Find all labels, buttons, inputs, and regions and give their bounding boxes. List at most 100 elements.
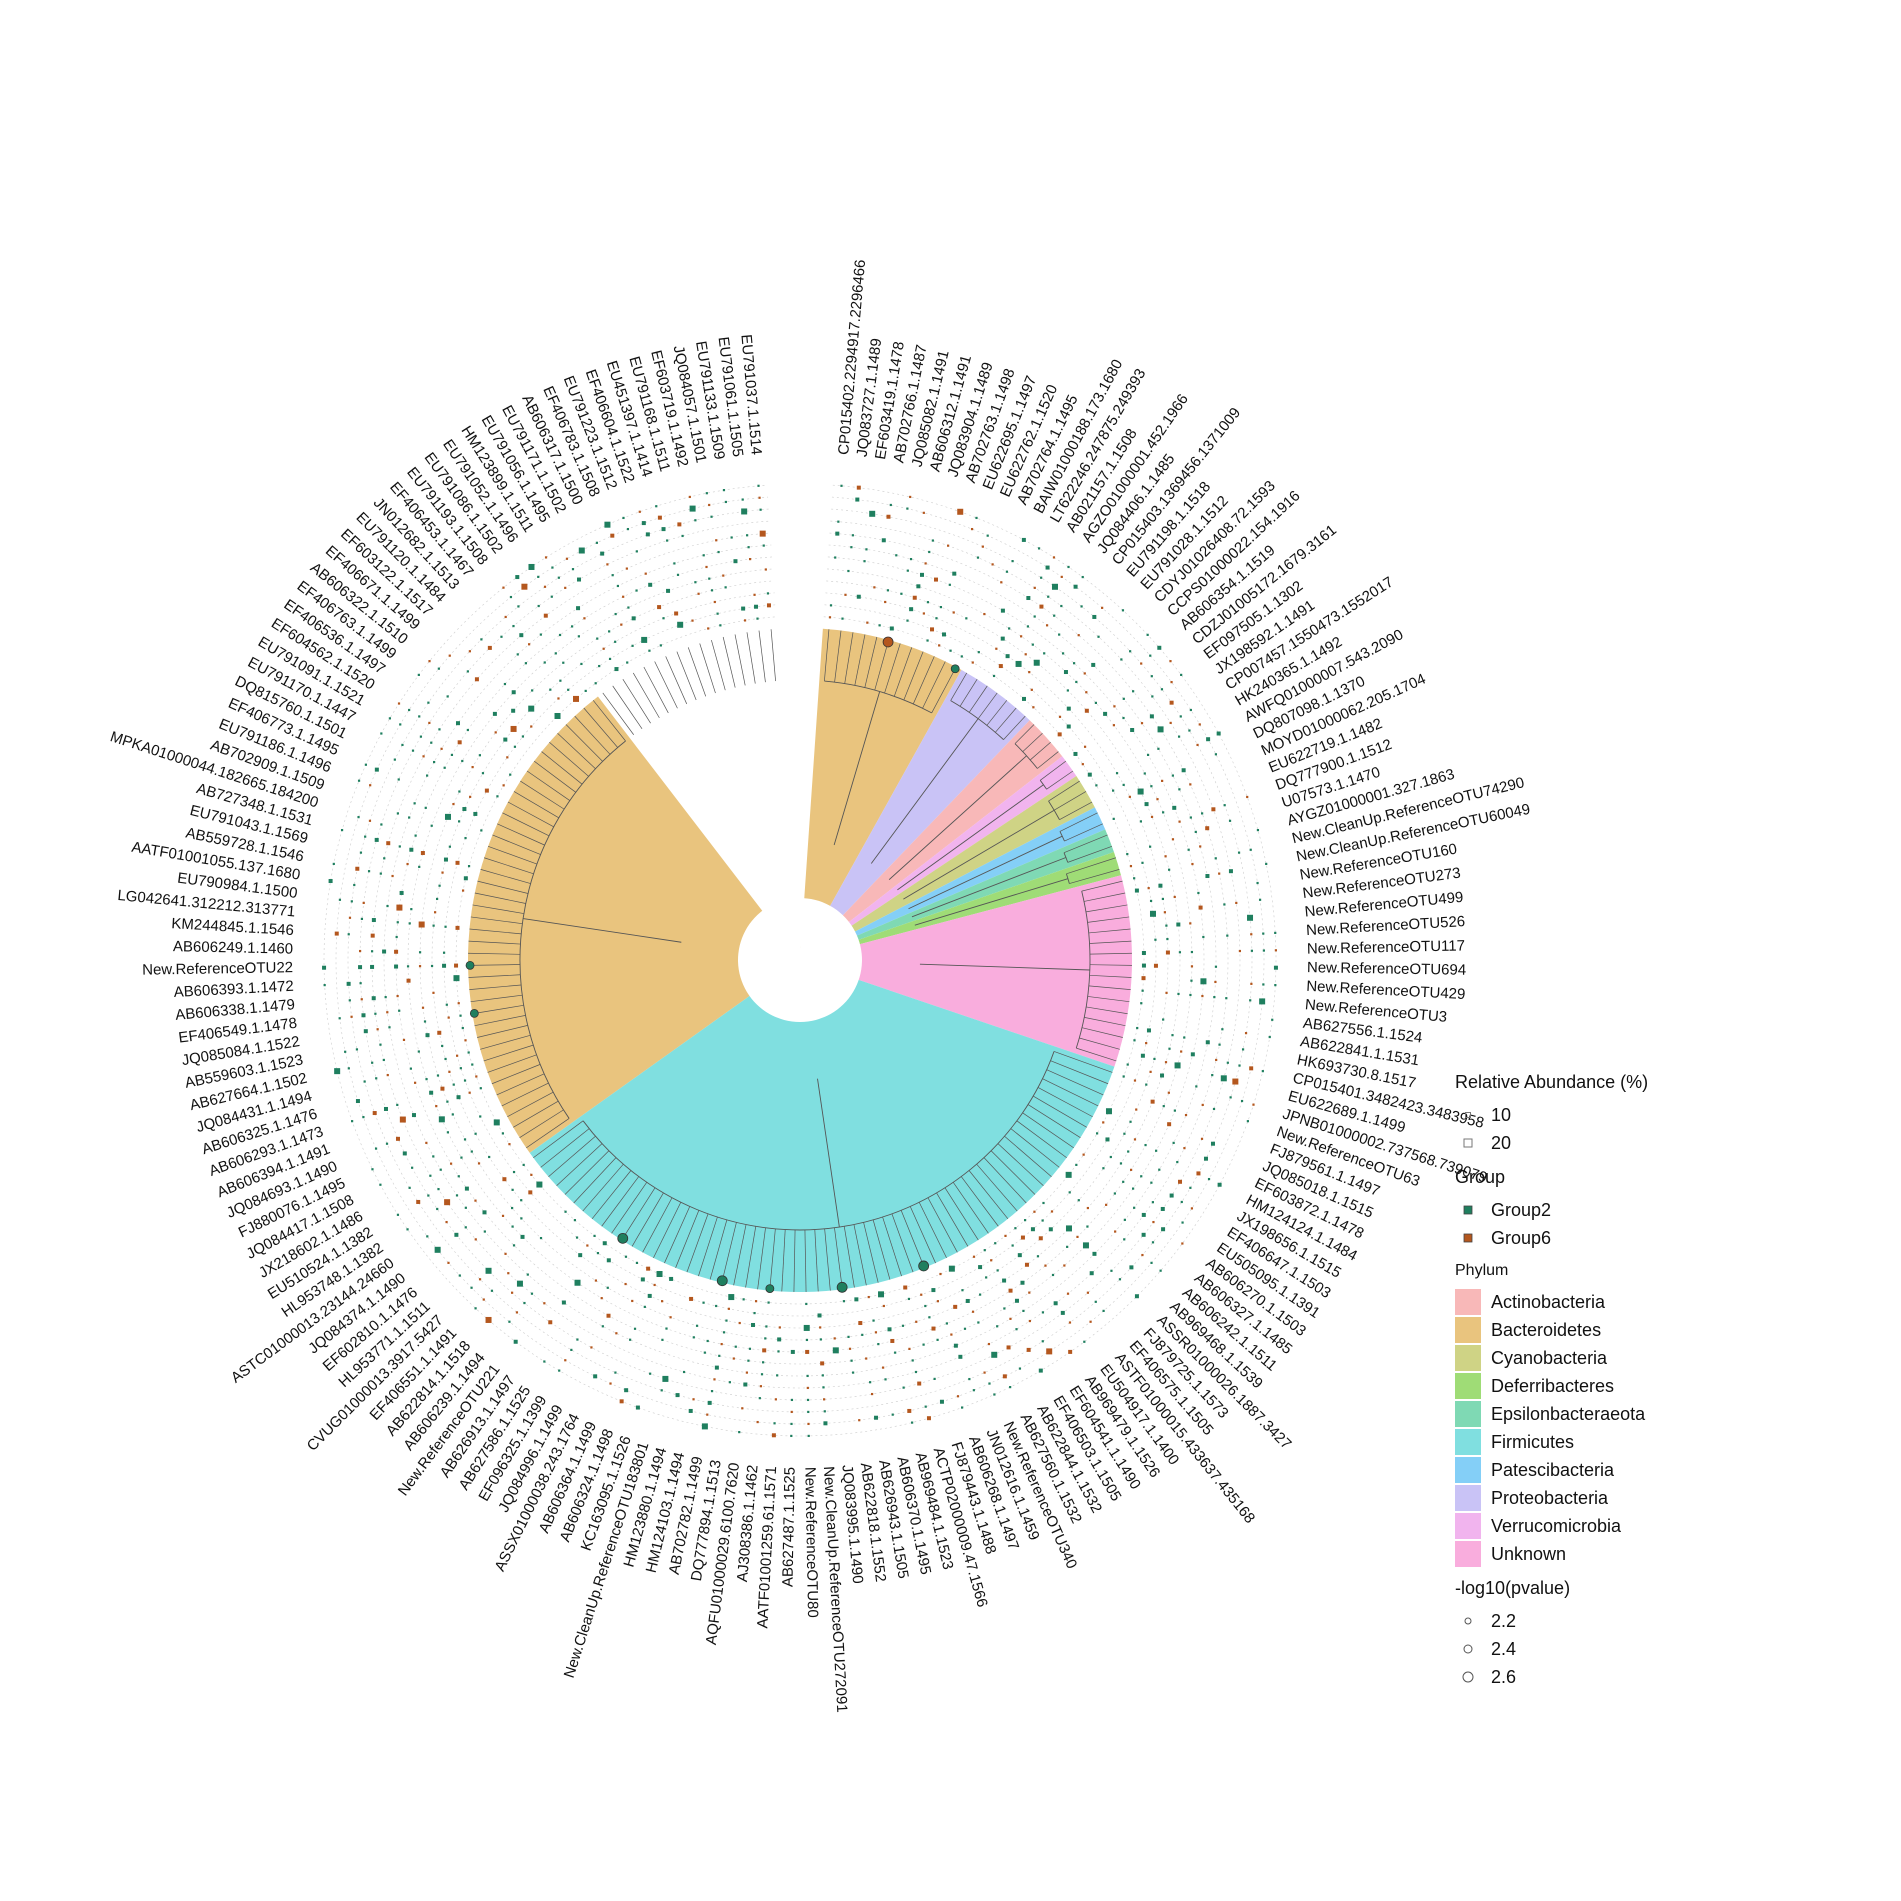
abundance-point xyxy=(1140,1002,1143,1005)
significant-nodes xyxy=(465,636,960,1294)
abundance-point xyxy=(360,917,364,921)
tip-branch xyxy=(1037,1087,1093,1118)
abundance-point xyxy=(444,925,447,928)
abundance-point xyxy=(1112,789,1115,792)
abundance-point xyxy=(506,756,509,759)
abundance-point xyxy=(1150,815,1154,818)
abundance-point xyxy=(474,1199,477,1202)
abundance-point xyxy=(571,568,575,571)
abundance-point xyxy=(965,1298,970,1303)
abundance-point xyxy=(1223,804,1226,807)
legend-phylum-item: Unknown xyxy=(1455,1540,1648,1568)
tip-branch xyxy=(502,812,550,837)
abundance-point xyxy=(641,521,646,526)
tip-branch xyxy=(519,1109,564,1139)
abundance-point xyxy=(823,1410,826,1413)
abundance-point xyxy=(442,951,446,954)
tip-branch xyxy=(675,1210,700,1268)
abundance-point xyxy=(759,530,766,537)
abundance-point xyxy=(1122,1075,1125,1078)
abundance-point xyxy=(1147,887,1150,890)
abundance-point xyxy=(1201,812,1204,815)
abundance-point xyxy=(1238,949,1242,953)
clade-sector xyxy=(809,776,1095,955)
abundance-point xyxy=(590,1346,593,1349)
abundance-point xyxy=(543,661,546,664)
abundance-point xyxy=(1149,1070,1152,1073)
tip-branch xyxy=(533,1120,584,1159)
abundance-point xyxy=(747,1359,750,1362)
abundance-point xyxy=(463,876,468,881)
abundance-point xyxy=(494,731,497,734)
abundance-point xyxy=(902,1386,905,1389)
abundance-ring-guides xyxy=(323,484,1277,1437)
tip-label: AB606249.1.1460 xyxy=(173,938,293,957)
abundance-point xyxy=(1165,924,1168,927)
abundance-point xyxy=(528,643,531,646)
abundance-point xyxy=(1159,1269,1162,1272)
tip-branch xyxy=(556,1143,603,1187)
abundance-point xyxy=(1024,653,1027,656)
tip-branch xyxy=(1046,770,1074,790)
abundance-point xyxy=(834,556,837,559)
abundance-point xyxy=(363,1080,366,1083)
abundance-point xyxy=(865,1357,868,1360)
abundance-point xyxy=(867,1295,870,1299)
abundance-point xyxy=(1140,1175,1143,1178)
tip-branch xyxy=(804,1229,807,1292)
tip-label: KM244845.1.1546 xyxy=(171,915,294,939)
abundance-point xyxy=(561,1300,566,1305)
abundance-point xyxy=(972,1389,975,1392)
tip-branch xyxy=(843,1226,855,1288)
tip-branch xyxy=(824,1228,831,1291)
abundance-point xyxy=(901,1324,905,1327)
abundance-point xyxy=(624,1255,628,1258)
abundance-point xyxy=(1214,857,1217,860)
abundance-point xyxy=(466,670,469,673)
abundance-point xyxy=(1015,660,1022,667)
abundance-point xyxy=(516,1280,523,1287)
abundance-point xyxy=(622,516,625,520)
abundance-point xyxy=(458,790,461,793)
abundance-point xyxy=(1250,982,1253,985)
abundance-point xyxy=(503,682,507,686)
abundance-point xyxy=(551,566,554,569)
legend-group-label: Group2 xyxy=(1491,1199,1552,1220)
abundance-point xyxy=(1235,901,1238,905)
abundance-point xyxy=(1141,861,1144,864)
abundance-point xyxy=(1160,688,1164,691)
legend-phylum-swatch xyxy=(1455,1429,1481,1455)
abundance-point xyxy=(1214,980,1217,984)
abundance-point xyxy=(1073,662,1076,665)
tip-branch xyxy=(565,724,603,762)
abundance-point xyxy=(1085,691,1088,694)
abundance-point xyxy=(513,1339,518,1344)
abundance-point xyxy=(931,1288,936,1293)
tip-branch xyxy=(1042,1078,1099,1107)
abundance-point xyxy=(446,695,449,698)
abundance-point xyxy=(842,1300,846,1303)
abundance-point xyxy=(355,1099,360,1104)
abundance-point xyxy=(1167,1091,1170,1094)
abundance-point xyxy=(1110,1269,1113,1272)
abundance-point xyxy=(1213,996,1216,999)
tip-branch xyxy=(1053,791,1087,811)
abundance-point xyxy=(708,503,711,507)
tip-branch xyxy=(1083,892,1126,902)
legend-phylum-label: Firmicutes xyxy=(1491,1431,1575,1452)
abundance-point xyxy=(414,834,417,837)
abundance-point xyxy=(467,865,471,868)
abundance-point xyxy=(425,1078,428,1081)
abundance-point xyxy=(1045,624,1049,627)
abundance-point xyxy=(665,1327,668,1330)
abundance-point xyxy=(970,527,974,531)
abundance-point xyxy=(450,753,454,756)
abundance-point xyxy=(455,925,460,930)
tip-branch xyxy=(698,1216,718,1277)
abundance-point xyxy=(1003,1307,1006,1310)
abundance-point xyxy=(584,689,587,693)
tip-branch xyxy=(472,1004,524,1015)
abundance-point xyxy=(1214,965,1218,968)
abundance-point xyxy=(1169,700,1174,705)
abundance-point xyxy=(1183,1147,1186,1150)
